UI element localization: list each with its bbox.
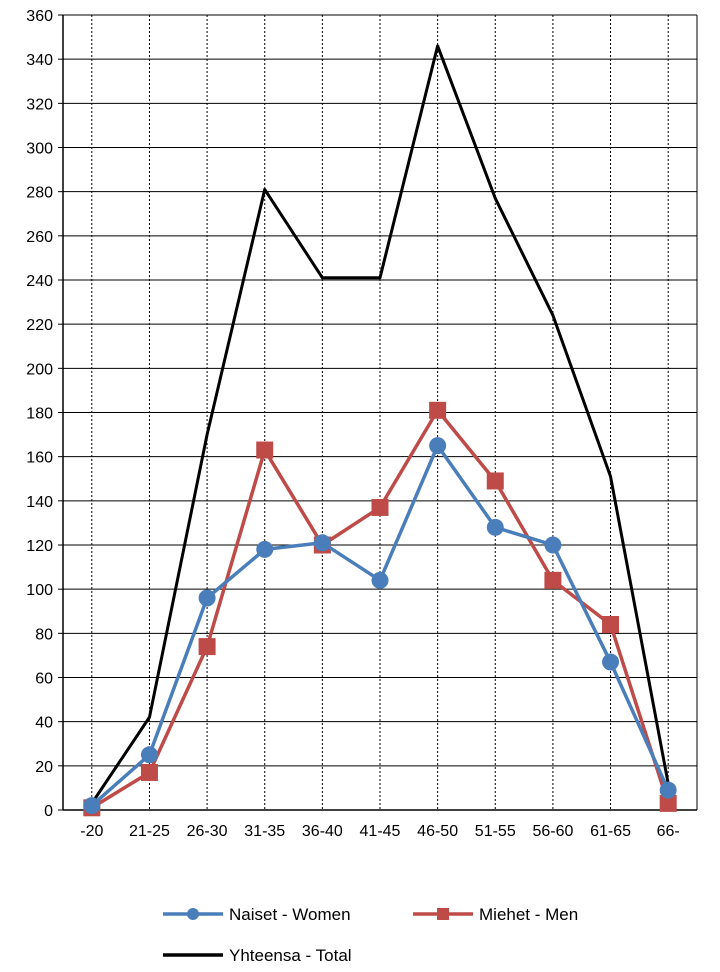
data-point: [256, 540, 274, 558]
data-point: [256, 441, 274, 459]
x-tick-label: 61-65: [590, 823, 631, 840]
y-tick-label: 240: [26, 273, 53, 290]
legend-label: Miehet - Men: [479, 905, 578, 924]
series-line: [90, 44, 670, 805]
data-point: [486, 518, 504, 536]
data-point: [602, 616, 620, 633]
data-point: [544, 571, 562, 589]
legend-label: Yhteensa - Total: [229, 946, 352, 965]
legend-swatch-marker: [437, 908, 449, 920]
legend-swatch-marker: [187, 908, 199, 920]
series-yhteensa-total: [90, 44, 670, 805]
data-point: [198, 638, 216, 656]
data-point: [198, 589, 216, 607]
x-tick-label: 36-40: [302, 823, 343, 840]
y-tick-label: 180: [26, 406, 53, 423]
x-tick-label: -20: [80, 823, 103, 840]
y-tick-label: 140: [26, 494, 53, 511]
x-axis-tick-labels: -20 21-25 26-30 31-35 36-40 41-45 46-50 51-55 56…: [80, 823, 679, 840]
y-tick-label: 100: [26, 582, 53, 599]
legend-item-naiset-women: Naiset - Women: [163, 905, 351, 924]
data-point: [544, 536, 562, 554]
y-tick-label: 120: [26, 538, 53, 555]
data-point: [140, 746, 158, 764]
y-tick-label: 220: [26, 317, 53, 334]
data-point: [486, 472, 504, 490]
data-point: [659, 794, 677, 812]
data-point: [313, 534, 331, 552]
data-point: [83, 797, 101, 815]
y-tick-label: 300: [26, 141, 53, 158]
y-tick-label: 60: [35, 671, 53, 688]
y-tick-label: 40: [35, 715, 53, 732]
y-tick-label: 80: [35, 626, 53, 643]
x-tick-label: 46-50: [417, 823, 458, 840]
x-tick-label: 31-35: [244, 823, 285, 840]
y-tick-label: 280: [26, 185, 53, 202]
x-tick-label: 66-: [657, 823, 680, 840]
y-tick-label: 200: [26, 361, 53, 378]
x-tick-label: 21-25: [129, 823, 170, 840]
x-tick-label: 26-30: [187, 823, 228, 840]
x-tick-label: 56-60: [532, 823, 573, 840]
y-tick-label: 340: [26, 52, 53, 69]
data-point: [602, 653, 620, 671]
data-point: [371, 498, 389, 516]
series-naiset-women: [83, 437, 677, 815]
legend-item-yhteensa-total: Yhteensa - Total: [163, 946, 352, 965]
x-tick-label: 51-55: [475, 823, 516, 840]
y-axis-tick-labels: 0 20 40 60 80 100 120 140 160 180 200 220 240 260 280 3…: [26, 8, 53, 820]
grid: [63, 14, 697, 810]
data-point: [429, 401, 447, 419]
y-tick-label: 20: [35, 759, 53, 776]
legend: Naiset - Women Miehet - Men Yhteensa - Tot…: [163, 905, 578, 965]
data-point: [429, 437, 447, 455]
axes: [58, 14, 698, 811]
data-point: [140, 763, 158, 781]
series-group: [83, 44, 677, 817]
y-tick-label: 0: [44, 803, 53, 820]
legend-item-miehet-men: Miehet - Men: [413, 905, 578, 924]
legend-label: Naiset - Women: [229, 905, 351, 924]
data-point: [371, 571, 389, 589]
data-point: [659, 781, 677, 799]
y-tick-label: 160: [26, 450, 53, 467]
y-tick-label: 260: [26, 229, 53, 246]
y-tick-label: 320: [26, 96, 53, 113]
x-tick-label: 41-45: [360, 823, 401, 840]
y-tick-label: 360: [26, 8, 53, 25]
